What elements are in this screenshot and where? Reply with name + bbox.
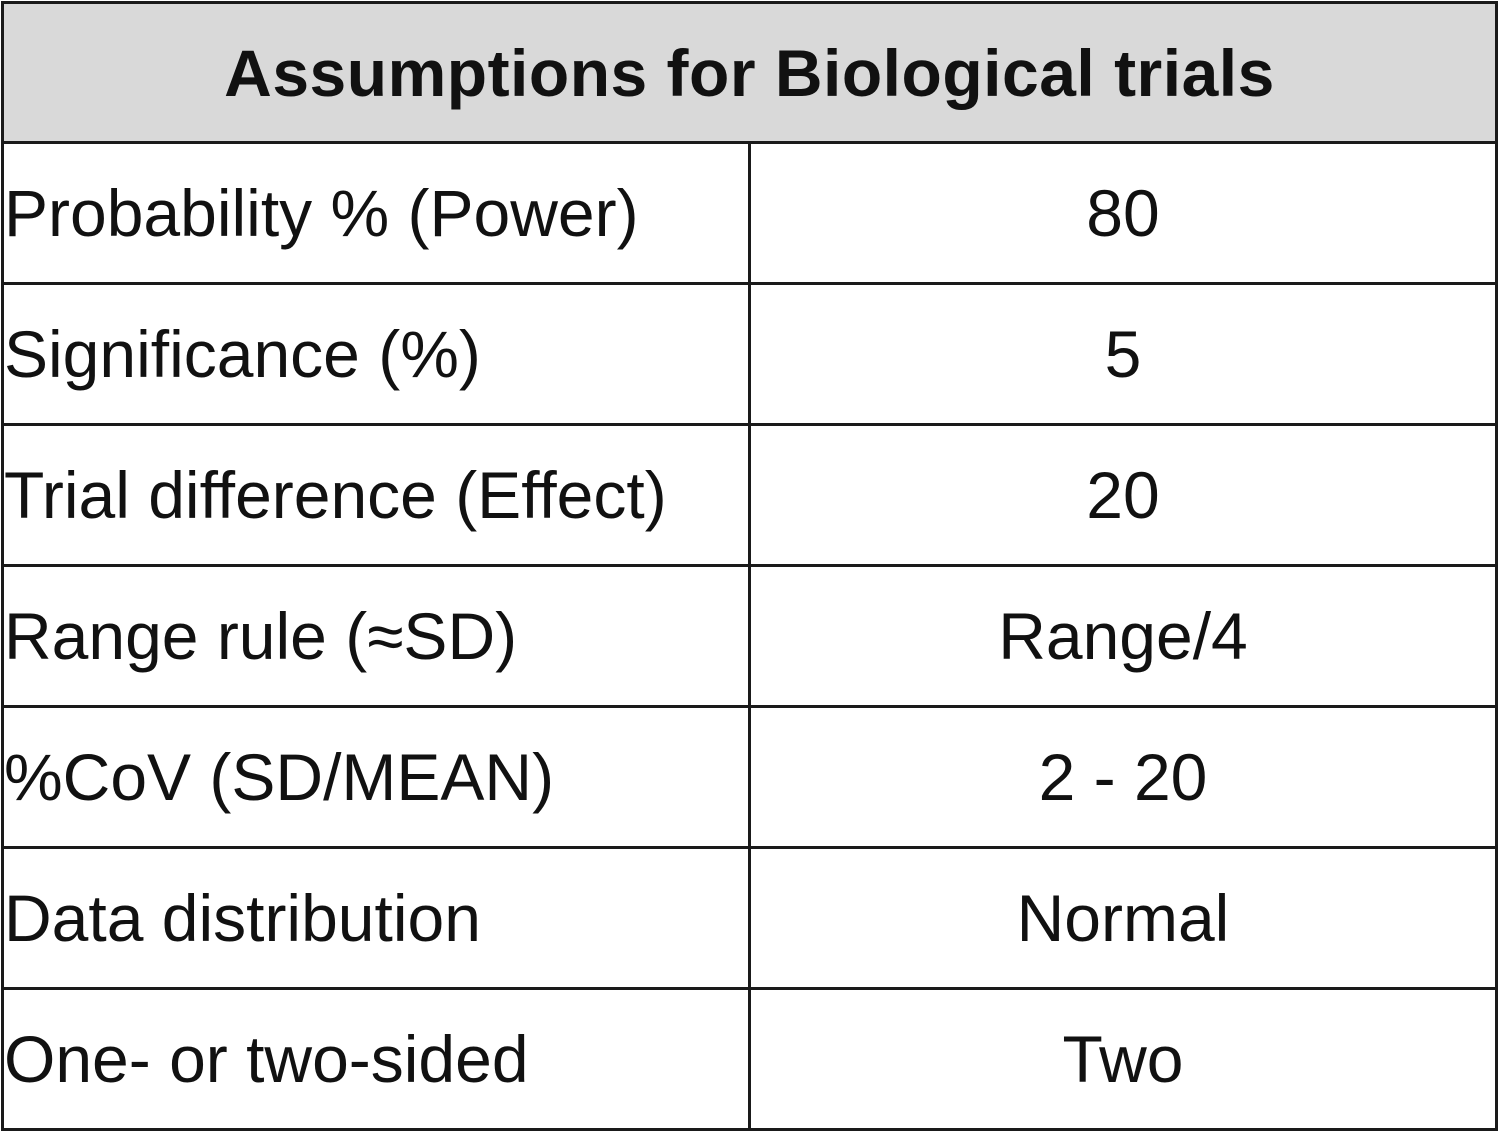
parameter-cell: Significance (%) [1,282,751,426]
value-cell: 20 [748,423,1498,567]
parameter-cell: %CoV (SD/MEAN) [1,705,751,849]
parameter-cell: Range rule (≈SD) [1,564,751,708]
value-cell: 80 [748,141,1498,285]
table-row: Significance (%) 5 [1,282,1498,426]
table-row: Data distribution Normal [1,846,1498,990]
value-cell: 2 - 20 [748,705,1498,849]
parameter-cell: Data distribution [1,846,751,990]
table-title: Assumptions for Biological trials [1,1,1498,144]
value-cell: Two [748,987,1498,1131]
table-row: %CoV (SD/MEAN) 2 - 20 [1,705,1498,849]
table-header-row: Assumptions for Biological trials [1,1,1498,144]
table-row: Trial difference (Effect) 20 [1,423,1498,567]
value-cell: 5 [748,282,1498,426]
value-cell: Range/4 [748,564,1498,708]
table-row: One- or two-sided Two [1,987,1498,1131]
parameter-cell: Trial difference (Effect) [1,423,751,567]
table-row: Probability % (Power) 80 [1,141,1498,285]
parameter-cell: Probability % (Power) [1,141,751,285]
table-row: Range rule (≈SD) Range/4 [1,564,1498,708]
value-cell: Normal [748,846,1498,990]
parameter-cell: One- or two-sided [1,987,751,1131]
